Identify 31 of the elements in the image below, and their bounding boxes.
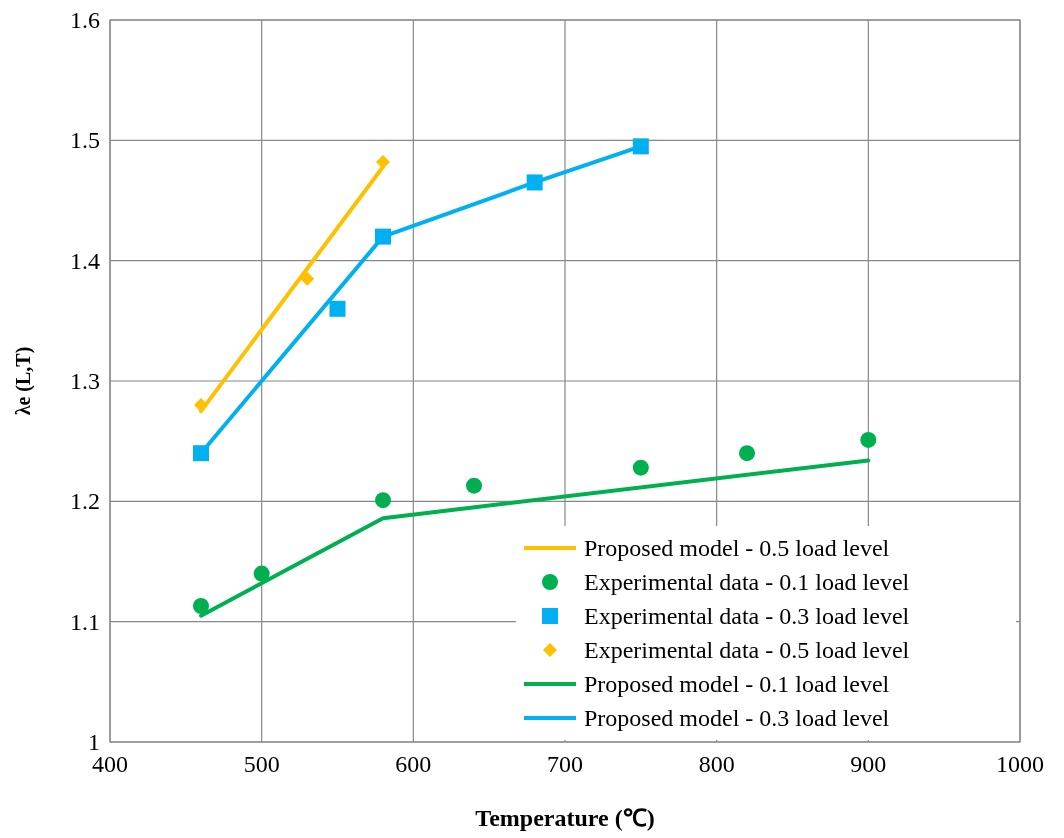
point	[376, 154, 390, 169]
legend-label: Proposed model - 0.1 load level	[584, 671, 890, 697]
legend-label: Experimental data - 0.1 load level	[584, 569, 910, 595]
point	[466, 477, 482, 494]
y-tick-label: 1.1	[70, 608, 100, 635]
x-tick-label: 900	[850, 751, 887, 777]
x-axis-title: Temperature (℃)	[475, 805, 655, 831]
legend-label: Experimental data - 0.5 load level	[584, 637, 910, 663]
x-tick-label: 500	[243, 751, 280, 777]
y-tick-label: 1.5	[70, 127, 100, 154]
x-tick-label: 800	[698, 751, 735, 777]
y-tick-label: 1.4	[70, 247, 100, 274]
point	[253, 565, 270, 582]
point	[375, 492, 391, 509]
legend-label: Proposed model - 0.5 load level	[584, 535, 890, 561]
point	[193, 598, 209, 615]
y-tick-label: 1.6	[70, 7, 100, 33]
x-tick-label: 600	[395, 751, 432, 777]
point	[300, 271, 315, 286]
y-tick-label: 1.2	[70, 488, 100, 515]
x-tick-label: 700	[547, 751, 583, 777]
legend-label: Experimental data - 0.3 load level	[584, 603, 910, 629]
x-tick-label: 1000	[996, 751, 1044, 777]
point	[194, 398, 208, 413]
point	[632, 459, 649, 476]
y-tick-label: 1.3	[70, 368, 100, 394]
point	[329, 300, 346, 317]
point	[860, 431, 877, 448]
point	[739, 445, 755, 462]
legend-label: Proposed model - 0.3 load level	[584, 705, 890, 731]
y-axis-title: λe (L,T)	[12, 346, 35, 416]
